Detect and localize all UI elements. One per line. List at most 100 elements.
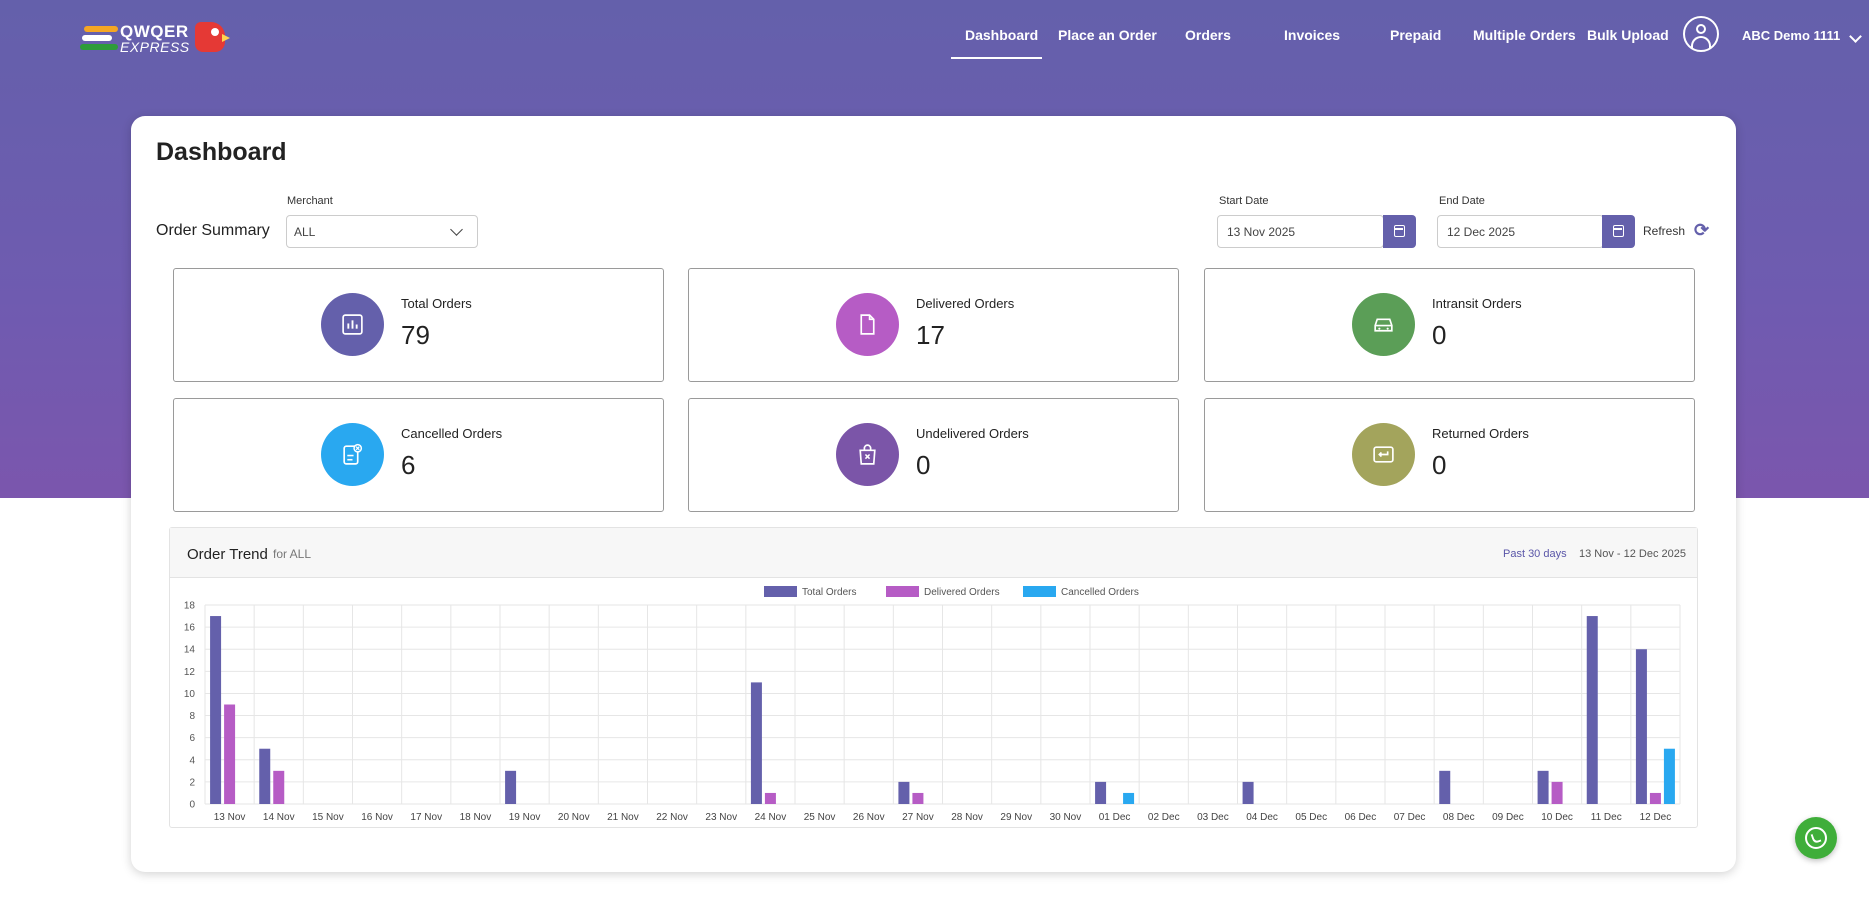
nav-dashboard[interactable]: Dashboard <box>965 27 1039 43</box>
logo-stripe <box>82 35 112 41</box>
y-tick-label: 12 <box>184 667 196 678</box>
nav-orders[interactable]: Orders <box>1185 27 1231 43</box>
y-tick-label: 4 <box>189 755 195 766</box>
x-tick-label: 23 Nov <box>705 812 737 823</box>
stat-cancelled-orders[interactable]: Cancelled Orders 6 <box>173 398 664 512</box>
logo-stripe <box>84 26 118 32</box>
x-tick-label: 24 Nov <box>755 812 787 823</box>
legend-label: Delivered Orders <box>924 587 1000 598</box>
bar-total-orders <box>1586 616 1598 804</box>
x-tick-label: 19 Nov <box>509 812 541 823</box>
x-tick-label: 14 Nov <box>263 812 295 823</box>
order-trend-subtitle: for ALL <box>273 547 312 561</box>
nav-active-indicator <box>951 57 1042 59</box>
end-date-input[interactable]: 12 Dec 2025 <box>1437 215 1604 248</box>
bar-total-orders <box>1439 770 1451 804</box>
nav-multiple-orders[interactable]: Multiple Orders <box>1473 27 1576 43</box>
x-tick-label: 17 Nov <box>410 812 442 823</box>
x-tick-label: 05 Dec <box>1295 812 1327 823</box>
bar-total-orders <box>1242 781 1254 804</box>
user-circle-icon[interactable] <box>1683 16 1719 52</box>
car-icon <box>1352 293 1415 356</box>
chart-icon <box>321 293 384 356</box>
stat-value: 0 <box>1432 320 1447 350</box>
x-tick-label: 04 Dec <box>1246 812 1278 823</box>
user-body <box>1691 36 1711 48</box>
x-tick-label: 02 Dec <box>1148 812 1180 823</box>
y-tick-label: 0 <box>189 800 195 811</box>
x-tick-label: 08 Dec <box>1443 812 1475 823</box>
chevron-down-icon[interactable] <box>1849 30 1862 43</box>
x-tick-label: 29 Nov <box>1000 812 1032 823</box>
calendar-icon <box>1613 225 1624 237</box>
bird-beak <box>222 34 230 42</box>
cancelled-list-icon <box>321 423 384 486</box>
start-date-input[interactable]: 13 Nov 2025 <box>1217 215 1384 248</box>
trend-range-dates: 13 Nov - 12 Dec 2025 <box>1579 548 1687 560</box>
x-tick-label: 21 Nov <box>607 812 639 823</box>
legend-swatch <box>1023 586 1056 597</box>
stat-label: Total Orders <box>401 296 472 311</box>
nav-prepaid[interactable]: Prepaid <box>1390 27 1442 43</box>
x-tick-label: 07 Dec <box>1394 812 1426 823</box>
stat-label: Returned Orders <box>1432 426 1529 441</box>
start-date-value: 13 Nov 2025 <box>1227 225 1296 239</box>
order-trend-panel: Order Trend for ALL Past 30 days 13 Nov … <box>169 527 1698 828</box>
stat-intransit-orders[interactable]: Intransit Orders 0 <box>1204 268 1695 382</box>
x-tick-label: 30 Nov <box>1050 812 1082 823</box>
y-tick-label: 16 <box>184 623 196 634</box>
chevron-down-icon <box>450 223 463 236</box>
x-tick-label: 11 Dec <box>1591 812 1622 823</box>
stat-returned-orders[interactable]: Returned Orders 0 <box>1204 398 1695 512</box>
bar-total-orders <box>1095 781 1107 804</box>
nav-invoices[interactable]: Invoices <box>1284 27 1341 43</box>
start-date-calendar-button[interactable] <box>1383 215 1416 248</box>
trend-range-link[interactable]: Past 30 days <box>1503 548 1567 560</box>
stat-value: 0 <box>1432 450 1447 480</box>
bar-total-orders <box>750 682 762 804</box>
stat-value: 79 <box>401 320 430 350</box>
x-tick-label: 28 Nov <box>951 812 983 823</box>
order-summary-label: Order Summary <box>156 222 270 239</box>
x-tick-label: 22 Nov <box>656 812 688 823</box>
x-tick-label: 27 Nov <box>902 812 934 823</box>
bar-cancelled-orders <box>1123 792 1135 804</box>
stat-label: Undelivered Orders <box>916 426 1029 441</box>
merchant-select[interactable]: ALL <box>286 215 478 248</box>
order-trend-title: Order Trend <box>187 546 268 563</box>
order-trend-chart: 0 2 4 6 8 10 12 14 16 18 13 Nov 14 Nov 15 Nov 16 Nov 1… <box>184 586 1681 823</box>
start-date-label: Start Date <box>1219 195 1269 207</box>
top-header: QWQER EXPRESS Dashboard Place an Order O… <box>0 0 1869 74</box>
bar-total-orders <box>505 770 517 804</box>
x-tick-label: 18 Nov <box>460 812 492 823</box>
stat-undelivered-orders[interactable]: Undelivered Orders 0 <box>688 398 1179 512</box>
y-tick-label: 18 <box>184 601 196 612</box>
y-tick-label: 6 <box>189 733 195 744</box>
bag-x-icon <box>836 423 899 486</box>
legend-label: Total Orders <box>802 587 856 598</box>
whatsapp-button[interactable] <box>1795 817 1837 859</box>
document-icon <box>836 293 899 356</box>
stat-delivered-orders[interactable]: Delivered Orders 17 <box>688 268 1179 382</box>
bar-delivered-orders <box>1649 792 1661 804</box>
bar-total-orders <box>898 781 910 804</box>
y-tick-label: 14 <box>184 645 196 656</box>
x-tick-label: 09 Dec <box>1492 812 1524 823</box>
refresh-icon[interactable]: ⟳ <box>1694 220 1710 240</box>
nav-bulk-upload[interactable]: Bulk Upload <box>1587 27 1669 43</box>
stat-total-orders[interactable]: Total Orders 79 <box>173 268 664 382</box>
x-tick-label: 15 Nov <box>312 812 344 823</box>
user-head <box>1696 24 1706 34</box>
user-name[interactable]: ABC Demo 1111 <box>1742 28 1841 43</box>
end-date-label: End Date <box>1439 195 1485 207</box>
stat-value: 0 <box>916 450 931 480</box>
logo-stripe <box>80 44 118 50</box>
refresh-label[interactable]: Refresh <box>1643 224 1686 238</box>
y-tick-label: 10 <box>184 689 196 700</box>
end-date-calendar-button[interactable] <box>1602 215 1635 248</box>
x-tick-label: 20 Nov <box>558 812 590 823</box>
qwqer-logo[interactable]: QWQER EXPRESS <box>78 20 230 56</box>
nav-place-order[interactable]: Place an Order <box>1058 27 1157 43</box>
whatsapp-icon <box>1805 827 1827 849</box>
merchant-label: Merchant <box>287 195 333 207</box>
